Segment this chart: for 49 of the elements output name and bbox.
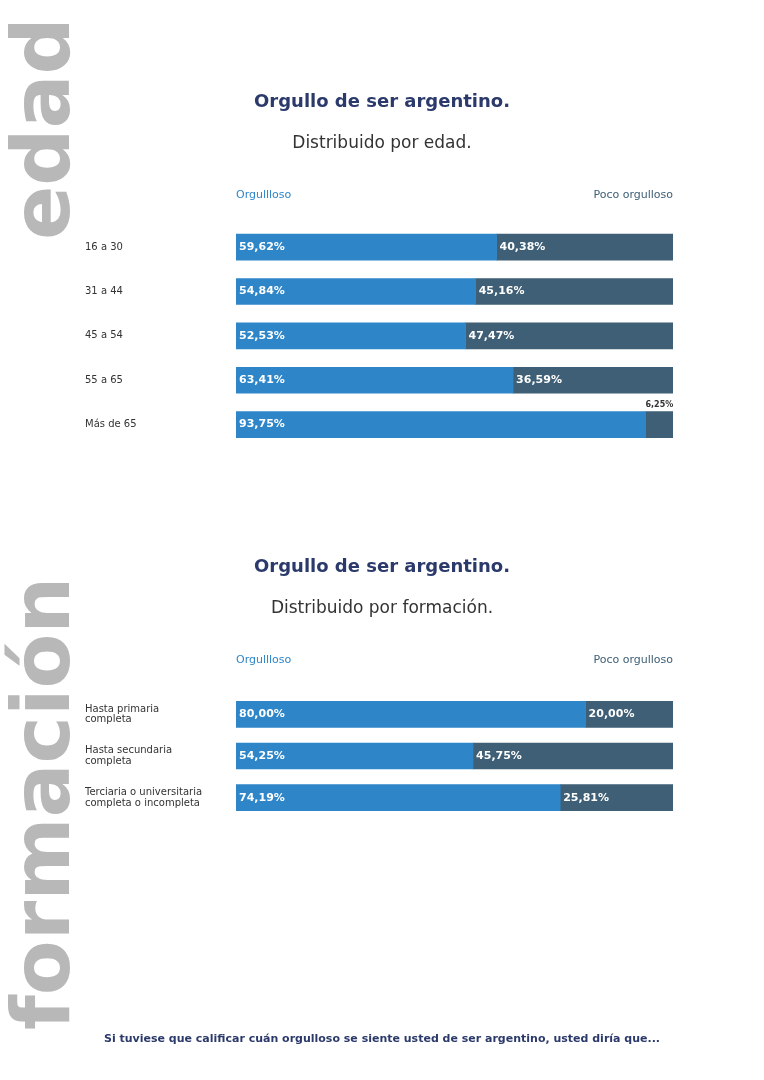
text: Orgullloso (236, 188, 292, 201)
bar (236, 366, 514, 394)
y-tick-label: 16 a 30 (85, 240, 123, 252)
bar (236, 278, 476, 305)
bar (496, 233, 673, 261)
text: edad (0, 17, 88, 240)
y-tick-label: 31 a 44 (85, 285, 123, 297)
bar (236, 233, 497, 261)
data-label: 54,25% (239, 748, 285, 762)
text: Si tuviese que calificar cuán orgulloso se siente usted de ser argentino, usted diría que... (102, 1032, 662, 1045)
y-tick-label: Terciaria o universitaria completa o incompleta (84, 786, 203, 808)
chart-title: Orgullo de ser argentino. (253, 555, 511, 576)
data-label: 45,16% (478, 284, 525, 298)
bar (472, 742, 673, 770)
data-label: 47,47% (468, 328, 515, 342)
bar (236, 322, 466, 350)
text: Poco orgulloso (593, 653, 673, 666)
y-tick-label: Más de 65 (85, 418, 137, 430)
chart-subtitle: Distribuido por formación. (270, 597, 494, 617)
data-label: 20,00% (588, 707, 635, 721)
y-tick-label: 55 a 65 (85, 373, 123, 385)
bar (236, 701, 586, 728)
bar (236, 411, 647, 438)
text: Poco orgulloso (593, 188, 673, 201)
text: Orgullloso (236, 653, 292, 666)
chart-subtitle: Distribuido por edad. (292, 132, 472, 152)
y-tick-label: Hasta secundaria completa (85, 744, 173, 766)
data-label: 6,25% (645, 399, 674, 409)
bar (645, 411, 673, 438)
data-label: 80,00% (239, 707, 285, 721)
data-label: 40,38% (499, 240, 546, 254)
y-tick-label: Hasta primaria completa (85, 702, 160, 725)
data-label: 54,84% (239, 284, 285, 298)
y-tick-label: 45 a 54 (85, 329, 123, 341)
data-label: 59,62% (239, 240, 285, 254)
bar (465, 322, 673, 350)
data-label: 36,59% (516, 373, 562, 387)
data-label: 63,41% (239, 373, 285, 387)
data-label: 52,53% (239, 328, 285, 342)
bar (236, 742, 474, 770)
bar (559, 784, 673, 811)
data-label: 45,75% (476, 748, 522, 762)
data-label: 25,81% (563, 790, 610, 804)
bar (512, 366, 673, 394)
data-label: 74,19% (239, 790, 285, 804)
chart-title: Orgullo de ser argentino. (254, 90, 510, 111)
bar (475, 278, 673, 305)
bar (236, 784, 561, 811)
data-label: 93,75% (239, 417, 285, 431)
